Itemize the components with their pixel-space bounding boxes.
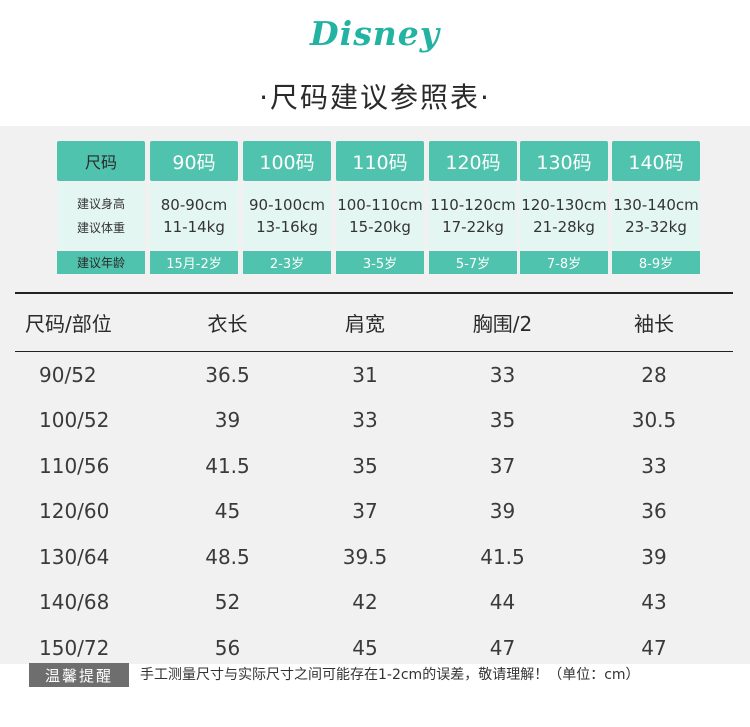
table-cell: 100/52	[39, 408, 110, 433]
table-cell: 37	[352, 499, 378, 524]
page-title: ·尺码建议参照表·	[259, 81, 491, 114]
table-cell: 56	[214, 635, 241, 660]
table-cell: 48.5	[205, 544, 250, 569]
column-header-sleeve: 袖长	[575, 292, 733, 352]
table-cell: 45	[352, 635, 378, 660]
size-column-140: 140码 130-140cm 23-32kg 8-9岁	[612, 141, 700, 274]
table-cell: 39.5	[342, 544, 388, 569]
table-row: 100/52 39 33 35 30.5	[15, 398, 733, 444]
table-cell: 42	[352, 590, 378, 615]
weight-label: 建议体重	[76, 221, 125, 235]
size-header-label: 尺码	[57, 141, 145, 181]
weight-value: 13-16kg	[256, 218, 318, 236]
table-row: 90/52 36.5 31 33 28	[15, 352, 733, 398]
table-cell: 150/72	[39, 635, 110, 660]
table-cell: 130/64	[39, 544, 110, 569]
table-cell: 33	[352, 408, 378, 433]
table-cell: 44	[489, 590, 516, 615]
size-metrics: 100-110cm 15-20kg	[336, 183, 424, 249]
column-header-length: 衣长	[155, 292, 300, 352]
table-cell: 39	[641, 544, 667, 569]
table-cell: 45	[214, 499, 241, 524]
table-row: 110/56 41.5 35 37 33	[15, 443, 733, 489]
table-cell: 41.5	[480, 544, 525, 569]
height-label: 建议身高	[76, 197, 125, 211]
table-cell: 36.5	[205, 362, 250, 387]
size-header: 90码	[150, 141, 238, 181]
size-metrics: 90-100cm 13-16kg	[243, 183, 331, 249]
table-cell: 35	[489, 408, 516, 433]
weight-value: 21-28kg	[533, 218, 595, 236]
size-header: 100码	[243, 141, 331, 181]
height-value: 90-100cm	[249, 196, 325, 214]
table-cell: 35	[352, 453, 378, 478]
table-header-row: 尺码/部位 衣长 肩宽 胸围/2 袖长	[15, 292, 733, 352]
table-cell: 31	[352, 362, 378, 387]
table-cell: 39	[489, 499, 516, 524]
recommend-label-column: 尺码 建议身高 建议体重 建议年龄	[57, 141, 145, 274]
reminder-text: 手工测量尺寸与实际尺寸之间可能存在1-2cm的误差，敬请理解！（单位：cm）	[140, 667, 640, 683]
reminder-tag: 温馨提醒	[29, 663, 129, 687]
table-cell: 37	[489, 453, 516, 478]
height-weight-labels: 建议身高 建议体重	[57, 183, 145, 249]
table-row: 130/64 48.5 39.5 41.5 39	[15, 534, 733, 580]
height-value: 130-140cm	[613, 196, 699, 214]
size-column-90: 90码 80-90cm 11-14kg 15月-2岁	[150, 141, 238, 274]
table-cell: 36	[641, 499, 667, 524]
height-value: 80-90cm	[160, 196, 228, 214]
column-header-chest: 胸围/2	[430, 292, 575, 352]
table-cell: 140/68	[39, 590, 110, 615]
table-cell: 39	[214, 408, 241, 433]
table-row: 120/60 45 37 39 36	[15, 489, 733, 535]
size-header: 130码	[520, 141, 608, 181]
height-value: 100-110cm	[337, 196, 423, 214]
disney-logo: Disney	[310, 14, 440, 53]
size-metrics: 110-120cm 17-22kg	[429, 183, 517, 249]
table-cell: 30.5	[631, 408, 677, 433]
table-row: 140/68 52 42 44 43	[15, 580, 733, 626]
size-header: 110码	[336, 141, 424, 181]
height-value: 110-120cm	[430, 196, 516, 214]
table-cell: 33	[489, 362, 516, 387]
weight-value: 15-20kg	[349, 218, 411, 236]
table-cell: 47	[489, 635, 516, 660]
age-value: 8-9岁	[612, 251, 700, 274]
size-column-130: 130码 120-130cm 21-28kg 7-8岁	[520, 141, 608, 274]
table-cell: 52	[214, 590, 241, 615]
size-column-100: 100码 90-100cm 13-16kg 2-3岁	[243, 141, 331, 274]
table-cell: 120/60	[39, 499, 110, 524]
size-metrics: 130-140cm 23-32kg	[612, 183, 700, 249]
size-header: 140码	[612, 141, 700, 181]
table-row: 150/72 56 45 47 47	[15, 625, 733, 671]
age-value: 2-3岁	[243, 251, 331, 274]
height-value: 120-130cm	[521, 196, 607, 214]
size-column-110: 110码 100-110cm 15-20kg 3-5岁	[336, 141, 424, 274]
column-header-shoulder: 肩宽	[300, 292, 430, 352]
table-cell: 28	[641, 362, 667, 387]
weight-value: 23-32kg	[625, 218, 687, 236]
age-value: 5-7岁	[429, 251, 517, 274]
table-cell: 41.5	[205, 453, 250, 478]
size-metrics: 80-90cm 11-14kg	[150, 183, 238, 249]
table-cell: 90/52	[39, 362, 97, 387]
table-cell: 110/56	[39, 453, 110, 478]
weight-value: 11-14kg	[163, 218, 225, 236]
table-cell: 33	[641, 453, 667, 478]
table-cell: 43	[641, 590, 667, 615]
table-cell: 47	[641, 635, 667, 660]
size-column-120: 120码 110-120cm 17-22kg 5-7岁	[429, 141, 517, 274]
size-header: 120码	[429, 141, 517, 181]
age-value: 7-8岁	[520, 251, 608, 274]
weight-value: 17-22kg	[442, 218, 504, 236]
column-header-size: 尺码/部位	[15, 292, 155, 352]
age-label: 建议年龄	[57, 251, 145, 274]
age-value: 15月-2岁	[150, 251, 238, 274]
measurement-table: 尺码/部位 衣长 肩宽 胸围/2 袖长 90/52 36.5 31 33 28 …	[15, 292, 733, 671]
size-metrics: 120-130cm 21-28kg	[520, 183, 608, 249]
age-value: 3-5岁	[336, 251, 424, 274]
